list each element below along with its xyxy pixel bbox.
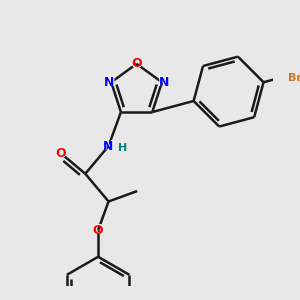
- Text: H: H: [118, 143, 127, 153]
- Text: O: O: [92, 223, 104, 237]
- Text: O: O: [55, 147, 66, 160]
- Text: Br: Br: [288, 73, 300, 83]
- Text: O: O: [131, 57, 142, 71]
- Text: N: N: [158, 75, 170, 89]
- Text: N: N: [103, 139, 114, 153]
- Text: N: N: [103, 140, 114, 153]
- Text: N: N: [104, 76, 115, 89]
- Text: O: O: [55, 146, 67, 161]
- Text: N: N: [103, 75, 115, 89]
- Text: N: N: [159, 76, 169, 89]
- Text: O: O: [131, 57, 142, 70]
- Text: O: O: [93, 224, 104, 237]
